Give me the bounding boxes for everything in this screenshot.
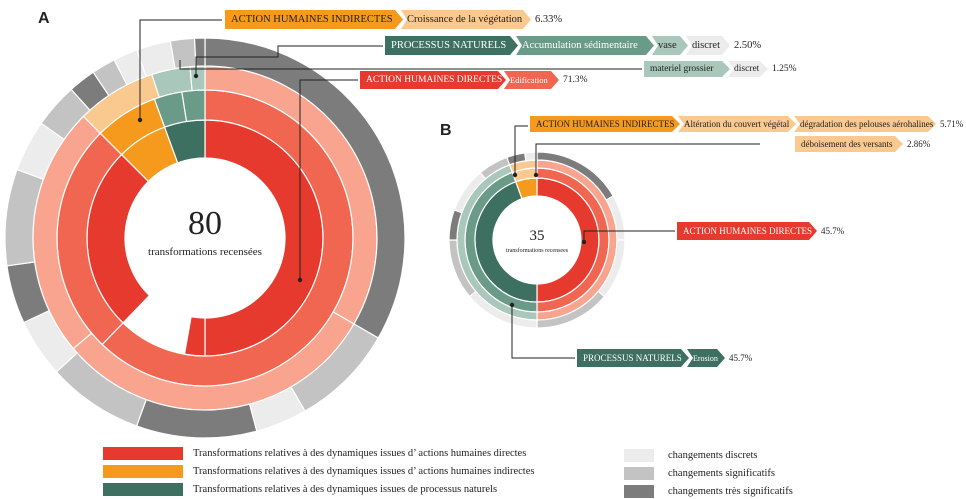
tag-subcategory: Croissance de la végétation [401, 10, 531, 29]
leader-b-indirect [514, 125, 528, 175]
tag-subcategory: Accumulation sédimentaire [516, 36, 654, 55]
tag-percent: 2.86% [907, 139, 931, 149]
panel-a-letter: A [38, 10, 50, 27]
ring-a-outer-segment-15 [193, 37, 206, 67]
legend-label: changements discrets [668, 450, 758, 461]
leader-b-direct [583, 230, 675, 242]
panel-b-tag-indirect-2: déboisement des versants 2.86% [795, 136, 930, 152]
legend-label: changements très significatifs [668, 486, 793, 497]
leader-a-indirect [139, 19, 222, 120]
tag-percent: 71.3% [563, 75, 588, 85]
leader-a-naturel [195, 45, 383, 76]
panel-a-tag-indirect: ACTION HUMAINES INDIRECTES Croissance de… [225, 10, 562, 29]
panel-a-tag-naturel-2: materiel grossier discret 1.25% [644, 61, 797, 77]
tag-percent: 6.33% [535, 14, 563, 25]
legend-swatch [103, 483, 183, 496]
tag-category: ACTION HUMAINES DIRECTES [677, 222, 817, 240]
legend-item-naturel: Transformations relatives à des dynamiqu… [103, 483, 497, 496]
legend-swatch [624, 449, 654, 462]
tag-percent: 2.50% [734, 40, 762, 51]
leader-a-direct [299, 79, 358, 280]
tag-percent: 1.25% [772, 64, 797, 74]
tag-subcategory: Erosion [687, 349, 725, 367]
legend-item-significatif: changements significatifs [624, 467, 775, 480]
legend-swatch [624, 485, 654, 498]
ring-b-outer-segment-10 [524, 151, 538, 162]
leader-b-indirect-2-dot [533, 172, 539, 178]
panel-b-center-label: transformations recensees [505, 248, 569, 254]
panel-b-tag-indirect: ACTION HUMAINES INDIRECTES Altération du… [530, 116, 963, 132]
ring-a-2-naturel-b [181, 89, 206, 123]
tag-intensity: discret [686, 36, 730, 55]
legend-label: Transformations relatives à des dynamiqu… [193, 448, 527, 459]
leader-a-direct-dot [297, 277, 303, 283]
panel-b-tag-naturel: PROCESSUS NATURELS Erosion 45.7% [577, 349, 752, 367]
legend-swatch [103, 465, 183, 478]
legend-item-discret: changements discrets [624, 449, 758, 462]
leader-a-naturel-dot [193, 73, 199, 79]
legend-item-indirect: Transformations relatives à des dynamiqu… [103, 465, 534, 478]
panel-b-letter: B [440, 122, 452, 139]
leader-b-naturel [511, 305, 575, 359]
tag-category: ACTION HUMAINES DIRECTES [360, 71, 506, 89]
leader-b-naturel-dot [509, 302, 515, 308]
tag-category: PROCESSUS NATURELS [577, 349, 689, 367]
legend-item-tres-significatif: changements très significatifs [624, 485, 793, 498]
panel-a-tag-direct: ACTION HUMAINES DIRECTES Edification 71.… [360, 71, 588, 89]
tag-detail: dégradation des pelouses aérohalines [794, 116, 936, 132]
panel-b-tag-direct: ACTION HUMAINES DIRECTES 45.7% [677, 222, 844, 240]
leader-a-indirect-dot [137, 117, 143, 123]
panel-a-center-label: transformations recensées [148, 246, 262, 258]
ring-a-outer-segment-14 [169, 37, 197, 70]
panel-a-center-value: 80 [188, 205, 222, 242]
tag-detail: materiel grossier [644, 61, 730, 77]
ring-a-3-naturel-b [189, 65, 206, 92]
panel-a-tag-naturel: PROCESSUS NATURELS Accumulation sédiment… [385, 36, 761, 55]
panel-b-center-value: 35 [529, 228, 545, 244]
leader-b-direct-dot [581, 239, 587, 245]
legend-swatch [103, 447, 183, 460]
tag-detail: vase [652, 36, 688, 55]
tag-subcategory: Edification [504, 71, 559, 89]
tag-detail: déboisement des versants [795, 136, 903, 152]
leader-a-naturel-2 [179, 60, 642, 70]
tag-category: ACTION HUMAINES INDIRECTES [225, 10, 403, 29]
legend-label: Transformations relatives à des dynamiqu… [193, 466, 535, 477]
leader-b-indirect-dot [512, 172, 518, 178]
tag-category: PROCESSUS NATURELS [385, 36, 518, 55]
tag-percent: 45.7% [729, 353, 753, 363]
leader-b-indirect-2 [535, 143, 760, 175]
legend-label: Transformations relatives à des dynamiqu… [193, 484, 498, 495]
tag-category: ACTION HUMAINES INDIRECTES [530, 116, 680, 132]
ring-a-inner-direct-b [183, 316, 206, 357]
tag-percent: 45.7% [821, 226, 845, 236]
legend-swatch [624, 467, 654, 480]
tag-intensity: discret [728, 61, 768, 77]
tag-subcategory: Altération du couvert végétal [678, 116, 796, 132]
tag-percent: 5.71% [940, 119, 964, 129]
legend-label: changements significatifs [668, 468, 776, 479]
legend-item-direct: Transformations relatives à des dynamiqu… [103, 447, 526, 460]
